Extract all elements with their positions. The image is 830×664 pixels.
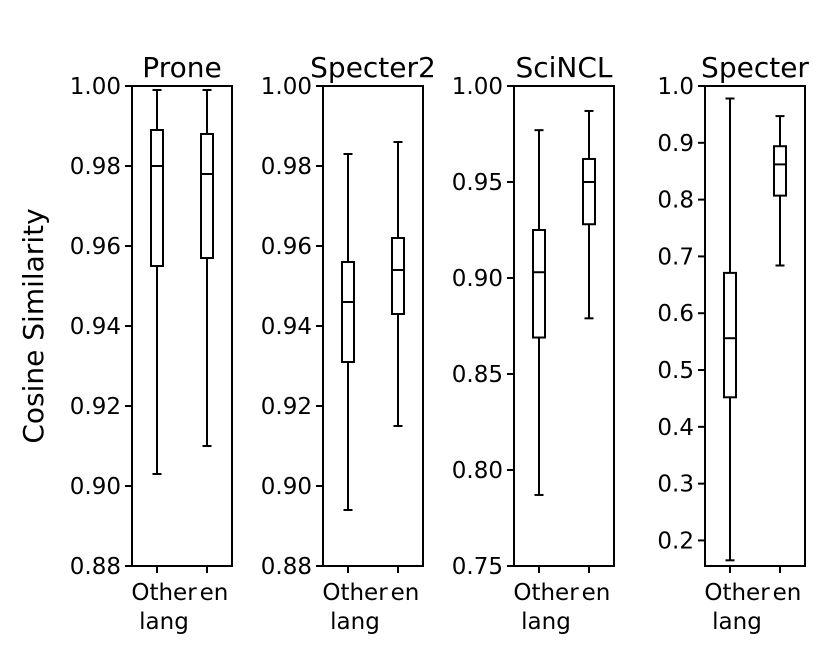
y-tick-label: 0.92 (261, 394, 312, 420)
y-tick-label: 0.98 (261, 154, 312, 180)
iqr-box (723, 271, 737, 399)
y-tick-label: 0.98 (70, 154, 121, 180)
y-tick-label: 0.3 (657, 472, 694, 498)
plot-frame (322, 85, 424, 567)
iqr-box (582, 157, 596, 226)
x-tick-label: Other (322, 580, 388, 606)
y-tick-label: 0.90 (261, 474, 312, 500)
x-tick-label: en (200, 580, 229, 606)
subplot-title: Specter2 (310, 51, 436, 84)
y-tick-label: 0.94 (261, 314, 312, 340)
y-tick-label: 0.85 (452, 362, 503, 388)
y-tick-label: 0.8 (657, 188, 694, 214)
y-tick-label: 0.5 (657, 358, 694, 384)
y-tick-label: 0.75 (452, 554, 503, 580)
y-tick-label: 0.7 (657, 244, 694, 270)
y-tick-label: 1.0 (657, 74, 694, 100)
x-tick-label: Other (704, 580, 770, 606)
x-tick-label: lang (712, 609, 762, 635)
iqr-box (773, 145, 787, 197)
y-tick-label: 0.88 (70, 554, 121, 580)
x-tick-label: en (773, 580, 802, 606)
subplot-prone: Prone 0.88 0.90 0.92 0.94 0.96 0.98 1.00 Other la… (70, 51, 233, 635)
y-tick-label: 0.94 (70, 314, 121, 340)
y-tick-label: 0.96 (70, 234, 121, 260)
y-tick-label: 0.2 (657, 528, 694, 554)
x-tick-label: Other (513, 580, 579, 606)
plot-frame (513, 85, 615, 567)
y-tick-label: 1.00 (452, 74, 503, 100)
subplot-scincl: SciNCL 0.75 0.80 0.85 0.90 0.95 1.00 Other lange… (452, 51, 615, 635)
y-tick-label: 0.6 (657, 301, 694, 327)
y-tick-label: 0.9 (657, 131, 694, 157)
x-tick-label: lang (330, 609, 380, 635)
x-tick-label: en (391, 580, 420, 606)
subplot-title: SciNCL (515, 51, 612, 84)
iqr-box (532, 229, 546, 339)
y-tick-label: 0.95 (452, 170, 503, 196)
plot-frame (131, 85, 233, 567)
y-tick-label: 0.90 (452, 266, 503, 292)
plot-frame (704, 85, 806, 567)
iqr-box (391, 237, 405, 315)
y-tick-label: 0.80 (452, 458, 503, 484)
y-tick-label: 0.88 (261, 554, 312, 580)
subplot-title: Specter (701, 51, 809, 84)
iqr-box (200, 133, 214, 259)
subplot-specter2: Specter2 0.88 0.90 0.92 0.94 0.96 0.98 1.00 Othe… (261, 51, 436, 635)
y-tick-label: 0.96 (261, 234, 312, 260)
x-tick-label: Other (131, 580, 197, 606)
y-tick-label: 0.92 (70, 394, 121, 420)
iqr-box (150, 129, 164, 267)
y-tick-label: 1.00 (261, 74, 312, 100)
subplot-specter: Specter 0.2 0.3 0.4 0.5 0.6 0.7 0.8 0.9 1.0 Other l… (657, 51, 809, 635)
y-tick-label: 0.90 (70, 474, 121, 500)
x-tick-label: lang (139, 609, 189, 635)
x-tick-label: en (582, 580, 611, 606)
x-tick-label: lang (521, 609, 571, 635)
subplot-title: Prone (142, 51, 221, 84)
iqr-box (341, 261, 355, 363)
y-tick-label: 1.00 (70, 74, 121, 100)
y-tick-label: 0.4 (657, 415, 694, 441)
